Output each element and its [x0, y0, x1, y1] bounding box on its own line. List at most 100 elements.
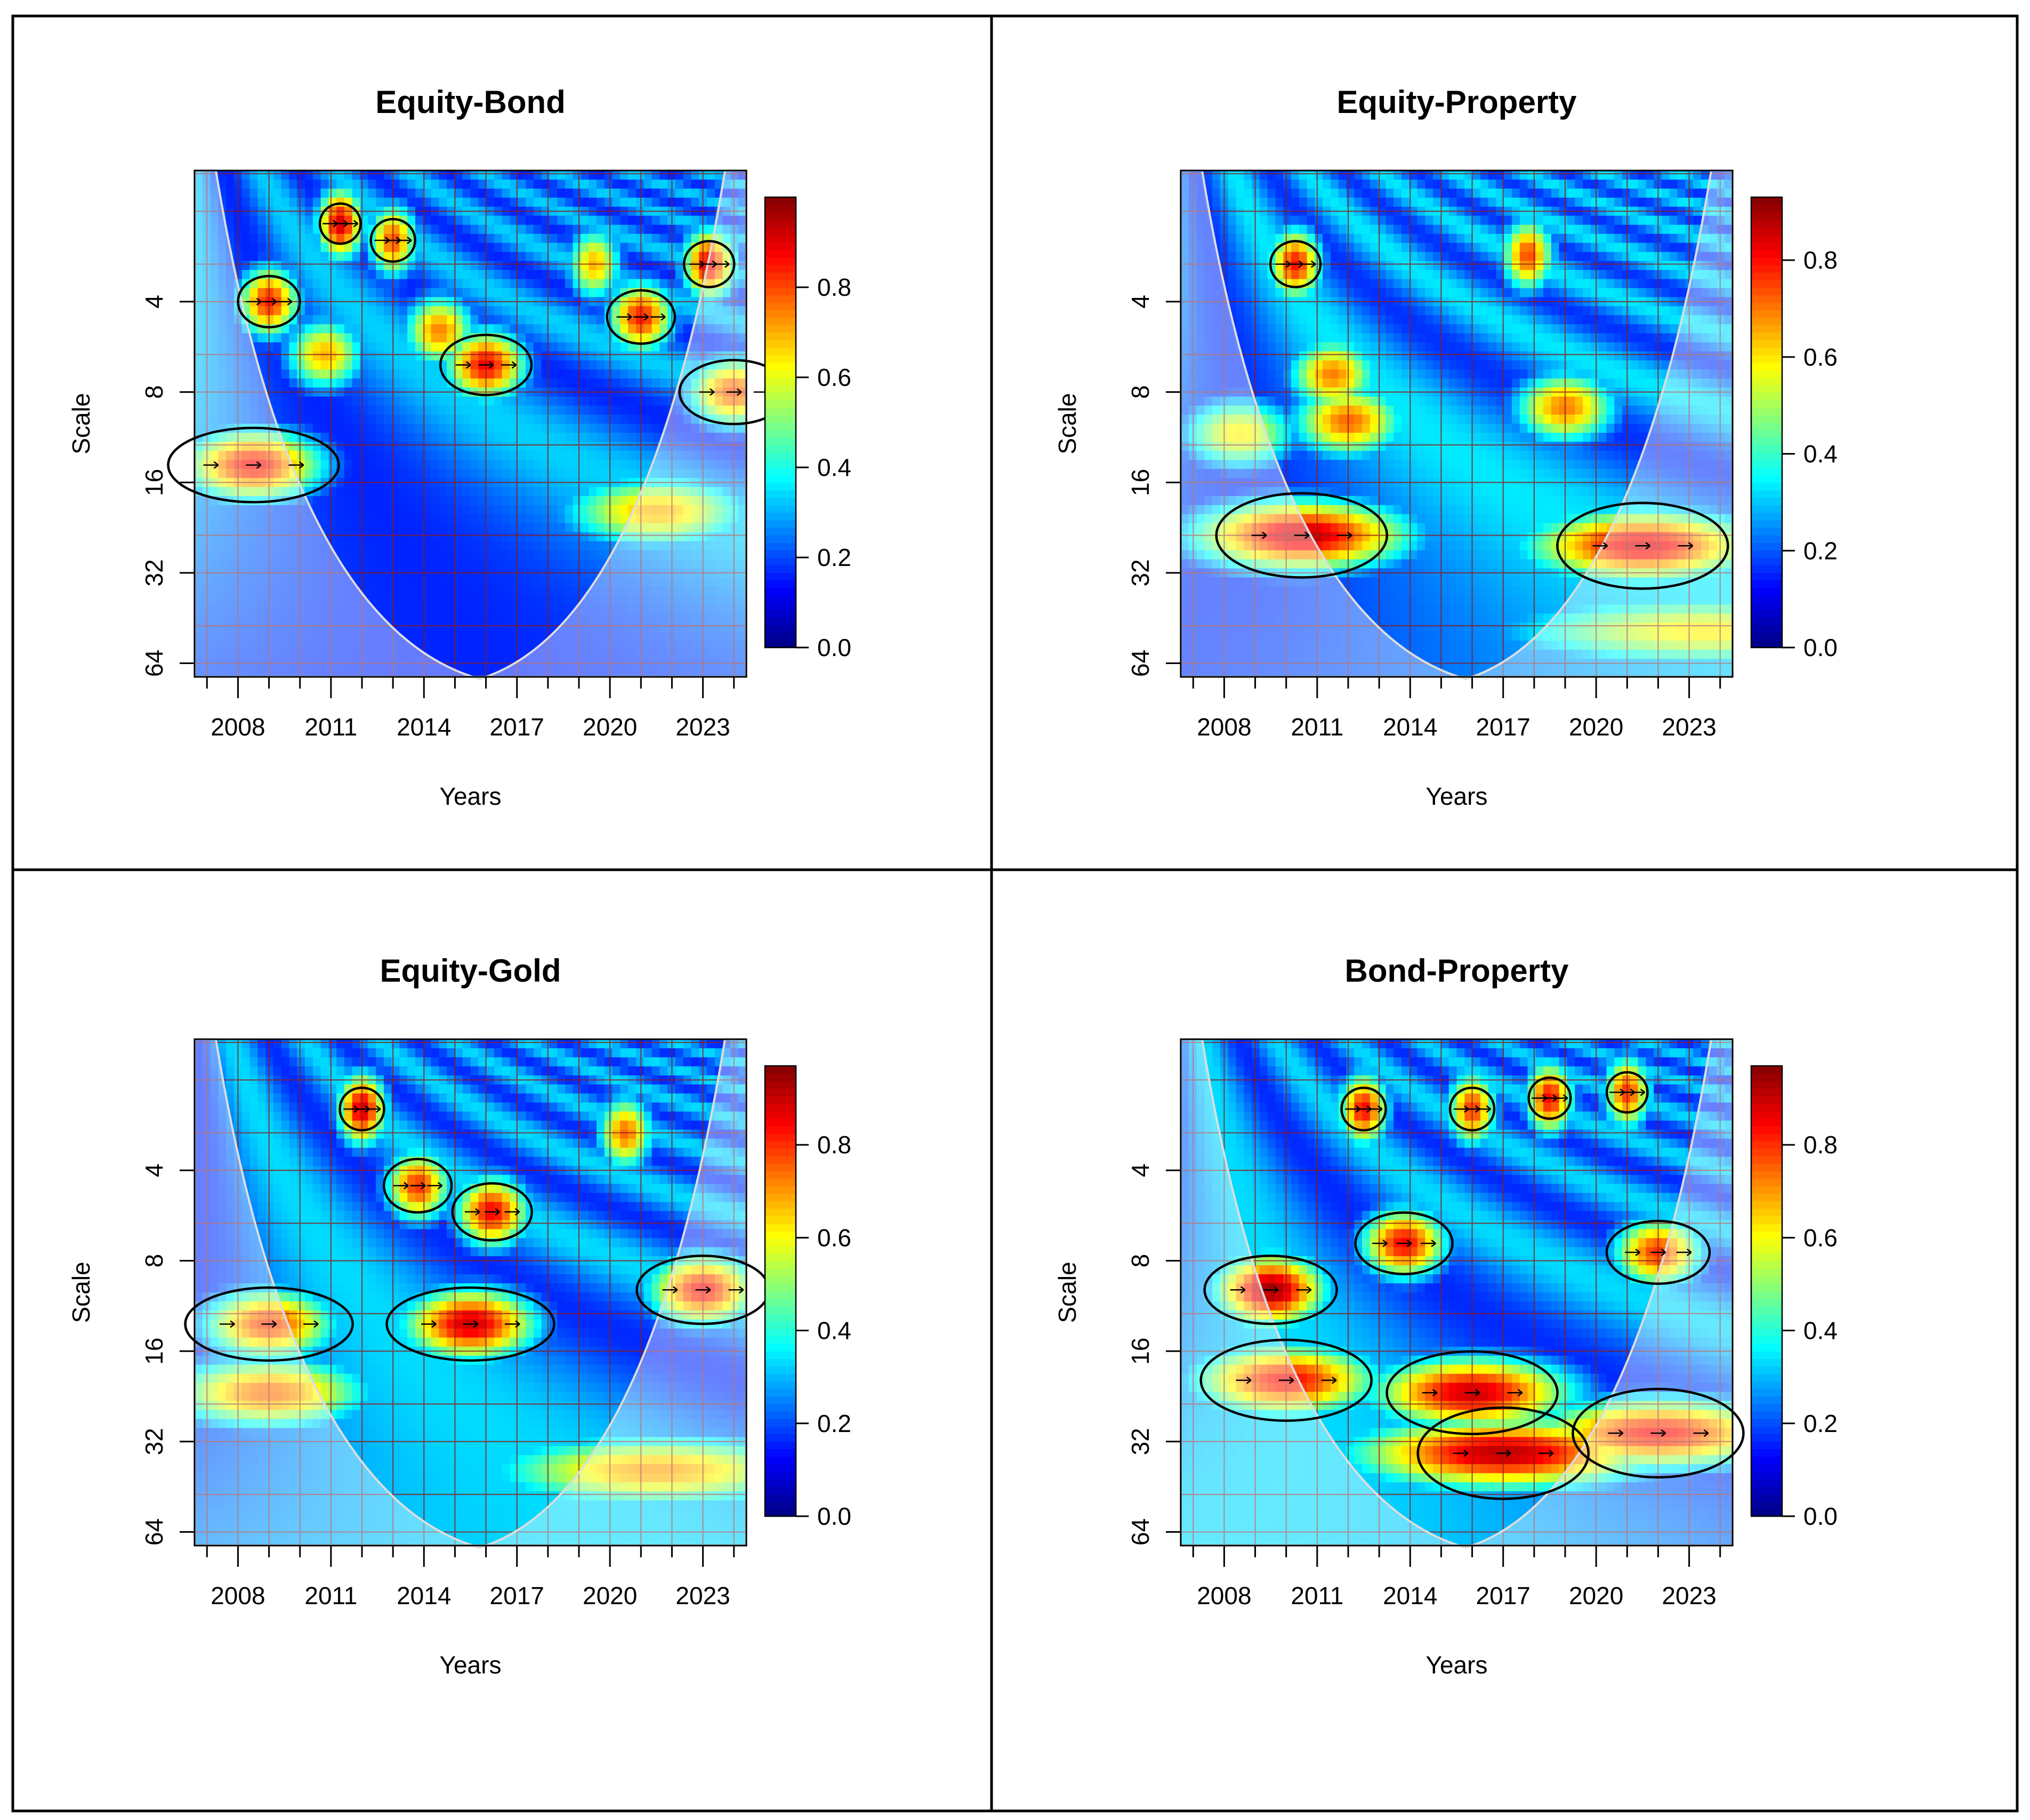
x-axis-label: Years [440, 782, 502, 810]
phase-arrows [464, 1208, 520, 1216]
y-axis-label: Scale [1053, 393, 1081, 454]
grid [195, 1039, 746, 1546]
colorbar-tick-label: 0.4 [1803, 440, 1838, 468]
colorbar-tick-label: 0.4 [1803, 1317, 1838, 1345]
x-tick-label: 2011 [1291, 1582, 1343, 1609]
x-tick-label: 2014 [1383, 713, 1437, 741]
phase-arrows [323, 220, 359, 228]
phase-arrows [1236, 1376, 1337, 1384]
chart-title: Bond-Property [1345, 953, 1569, 989]
colorbar-tick-label: 0.0 [1803, 1502, 1838, 1530]
panel-3: Equity-Gold 4 8 16 32 64 Scale 2008 2011 2014 2017… [67, 953, 851, 1679]
x-tick-label: 2023 [675, 1582, 730, 1609]
phase-arrows [1251, 531, 1352, 539]
colorbar-tick-label: 0.0 [1803, 634, 1838, 661]
colorbar-tick-label: 0.8 [817, 273, 851, 301]
phase-arrows [1592, 542, 1694, 550]
y-axis-label: Scale [1053, 1261, 1081, 1323]
x-tick-label: 2008 [1197, 713, 1251, 741]
y-tick-label: 32 [1126, 559, 1154, 586]
y-tick-label: 32 [140, 559, 168, 586]
colorbar-tick-label: 0.0 [817, 634, 851, 661]
colorbar [1750, 1065, 1783, 1517]
phase-arrows [393, 1182, 443, 1190]
x-tick-label: 2014 [397, 713, 451, 741]
colorbar-tick-label: 0.6 [817, 1224, 851, 1251]
x-tick-label: 2008 [1197, 1582, 1251, 1609]
y-tick-label: 8 [140, 385, 168, 399]
plot-area-frame [194, 169, 747, 678]
x-tick-label: 2014 [1383, 1582, 1437, 1609]
phase-arrows [220, 1320, 319, 1328]
y-axis-label: Scale [67, 393, 95, 454]
colorbar-tick-label: 0.2 [1803, 537, 1838, 564]
y-tick-label: 64 [140, 650, 168, 677]
x-tick-label: 2023 [675, 713, 730, 741]
x-tick-label: 2020 [1569, 1582, 1623, 1609]
phase-arrows [1532, 1094, 1568, 1102]
significance-contours [1199, 1071, 1745, 1500]
phase-arrows [203, 461, 304, 469]
y-tick-label: 4 [140, 1163, 168, 1177]
significance-contours [167, 202, 790, 504]
x-tick-label: 2014 [397, 1582, 451, 1609]
colorbar-tick-label: 0.2 [817, 544, 851, 571]
colorbar-tick-label: 0.0 [817, 1502, 851, 1530]
x-tick-label: 2017 [490, 1582, 544, 1609]
colorbar [764, 196, 797, 649]
x-tick-label: 2020 [583, 713, 637, 741]
x-tick-label: 2008 [211, 713, 265, 741]
cone-of-influence [1180, 169, 1734, 681]
x-tick-label: 2011 [304, 1582, 357, 1609]
colorbar-tick-label: 0.6 [817, 363, 851, 391]
chart-title: Equity-Property [1336, 84, 1577, 120]
panel-1: Equity-Bond 4 8 16 32 64 Scale 2008 2011 2014 2017… [67, 84, 851, 810]
chart-title: Equity-Bond [375, 84, 566, 120]
x-tick-label: 2023 [1662, 713, 1716, 741]
phase-arrows [1453, 1105, 1492, 1113]
panel-4: Bond-Property 4 8 16 32 64 Scale 2008 2011 2014 20… [1053, 953, 1838, 1679]
x-tick-label: 2020 [1569, 713, 1623, 741]
phase-arrows [662, 1286, 744, 1294]
x-tick-label: 2023 [1662, 1582, 1716, 1609]
y-tick-label: 32 [140, 1428, 168, 1455]
colorbar-tick-label: 0.6 [1803, 1224, 1838, 1251]
x-tick-label: 2011 [1291, 713, 1343, 741]
plot-area-frame [1180, 169, 1734, 678]
y-tick-label: 16 [1126, 469, 1154, 496]
y-tick-label: 8 [1126, 385, 1154, 399]
colorbar-tick-label: 0.6 [1803, 343, 1838, 371]
x-axis-label: Years [1426, 1651, 1488, 1679]
phase-arrows [1422, 1389, 1523, 1397]
outer-frame [11, 14, 2019, 1813]
phase-arrows [616, 313, 666, 321]
phase-arrows [1230, 1286, 1312, 1294]
x-tick-label: 2017 [490, 713, 544, 741]
y-axis-label: Scale [67, 1261, 95, 1323]
y-tick-label: 64 [1126, 650, 1154, 677]
y-tick-label: 8 [140, 1254, 168, 1268]
colorbar-tick-label: 0.8 [1803, 1131, 1838, 1159]
cone-of-influence [1180, 1038, 1734, 1549]
grid [1181, 171, 1733, 677]
x-tick-label: 2017 [1476, 1582, 1530, 1609]
phase-arrows [246, 297, 293, 305]
phase-arrows [1453, 1449, 1554, 1457]
phase-arrows [1345, 1105, 1383, 1113]
significance-contours [1215, 240, 1729, 590]
x-tick-label: 2017 [1476, 713, 1530, 741]
phase-arrows [1608, 1429, 1709, 1437]
colorbar-tick-label: 0.8 [1803, 246, 1838, 274]
y-tick-label: 8 [1126, 1254, 1154, 1268]
colorbar-tick-label: 0.4 [817, 1317, 851, 1345]
chart-title: Equity-Gold [380, 953, 561, 989]
x-axis-label: Years [1426, 782, 1488, 810]
phase-arrows [1275, 260, 1316, 268]
y-tick-label: 64 [140, 1518, 168, 1546]
y-tick-label: 4 [1126, 295, 1154, 309]
y-tick-label: 32 [1126, 1428, 1154, 1455]
phase-arrows [1625, 1248, 1692, 1256]
y-tick-label: 64 [1126, 1518, 1154, 1546]
heatmap-cells [1181, 171, 1733, 677]
